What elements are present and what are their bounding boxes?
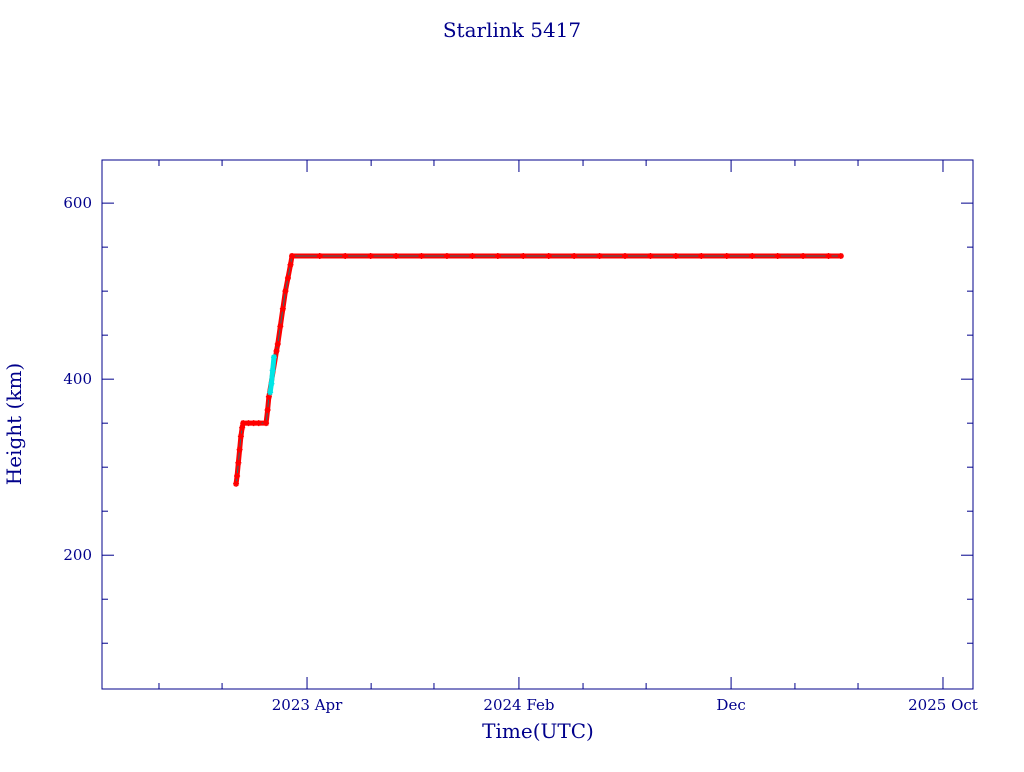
data-point bbox=[698, 252, 705, 259]
y-tick-label: 600 bbox=[63, 194, 92, 212]
x-tick-label: 2024 Feb bbox=[483, 696, 554, 714]
data-point bbox=[234, 472, 241, 479]
data-point bbox=[672, 252, 679, 259]
y-axis-label: Height (km) bbox=[2, 363, 26, 485]
data-point bbox=[287, 261, 294, 268]
series-line bbox=[235, 255, 841, 484]
data-point bbox=[270, 354, 277, 361]
data-point bbox=[316, 252, 323, 259]
series-line bbox=[269, 357, 275, 393]
data-point bbox=[263, 420, 270, 427]
data-point bbox=[367, 252, 374, 259]
data-point bbox=[494, 252, 501, 259]
data-point bbox=[265, 393, 272, 400]
data-point bbox=[235, 459, 242, 466]
data-point bbox=[273, 348, 280, 355]
x-tick-label: 2023 Apr bbox=[272, 696, 343, 714]
data-point bbox=[239, 424, 246, 431]
data-point bbox=[622, 252, 629, 259]
data-point bbox=[469, 252, 476, 259]
x-tick-label: Dec bbox=[716, 696, 745, 714]
y-tick-label: 200 bbox=[63, 546, 92, 564]
data-point bbox=[268, 380, 275, 387]
data-point bbox=[800, 252, 807, 259]
data-point bbox=[233, 480, 240, 487]
series-track bbox=[233, 253, 841, 485]
data-point bbox=[274, 340, 281, 347]
data-point bbox=[279, 305, 286, 312]
data-point bbox=[443, 252, 450, 259]
data-point bbox=[837, 252, 844, 259]
data-point bbox=[277, 323, 284, 330]
data-point bbox=[289, 252, 296, 259]
data-point bbox=[774, 252, 781, 259]
data-point bbox=[236, 446, 243, 453]
data-point bbox=[825, 252, 832, 259]
data-point bbox=[647, 252, 654, 259]
data-point bbox=[520, 252, 527, 259]
data-point bbox=[240, 420, 247, 427]
data-point bbox=[264, 406, 271, 413]
data-point bbox=[723, 252, 730, 259]
data-point bbox=[393, 252, 400, 259]
chart-title: Starlink 5417 bbox=[443, 18, 581, 42]
data-point bbox=[250, 420, 257, 427]
x-axis-label: Time(UTC) bbox=[482, 719, 594, 743]
data-point bbox=[418, 252, 425, 259]
x-tick-label: 2025 Oct bbox=[908, 696, 978, 714]
data-point bbox=[596, 252, 603, 259]
data-point bbox=[267, 389, 274, 396]
data-point bbox=[342, 252, 349, 259]
data-point bbox=[245, 420, 252, 427]
plot-frame bbox=[101, 159, 974, 690]
data-point bbox=[749, 252, 756, 259]
data-point bbox=[255, 420, 262, 427]
data-point bbox=[237, 433, 244, 440]
data-point bbox=[571, 252, 578, 259]
y-tick-label: 400 bbox=[63, 370, 92, 388]
data-point bbox=[282, 288, 289, 295]
data-point bbox=[545, 252, 552, 259]
data-point bbox=[284, 274, 291, 281]
data-point bbox=[269, 367, 276, 374]
